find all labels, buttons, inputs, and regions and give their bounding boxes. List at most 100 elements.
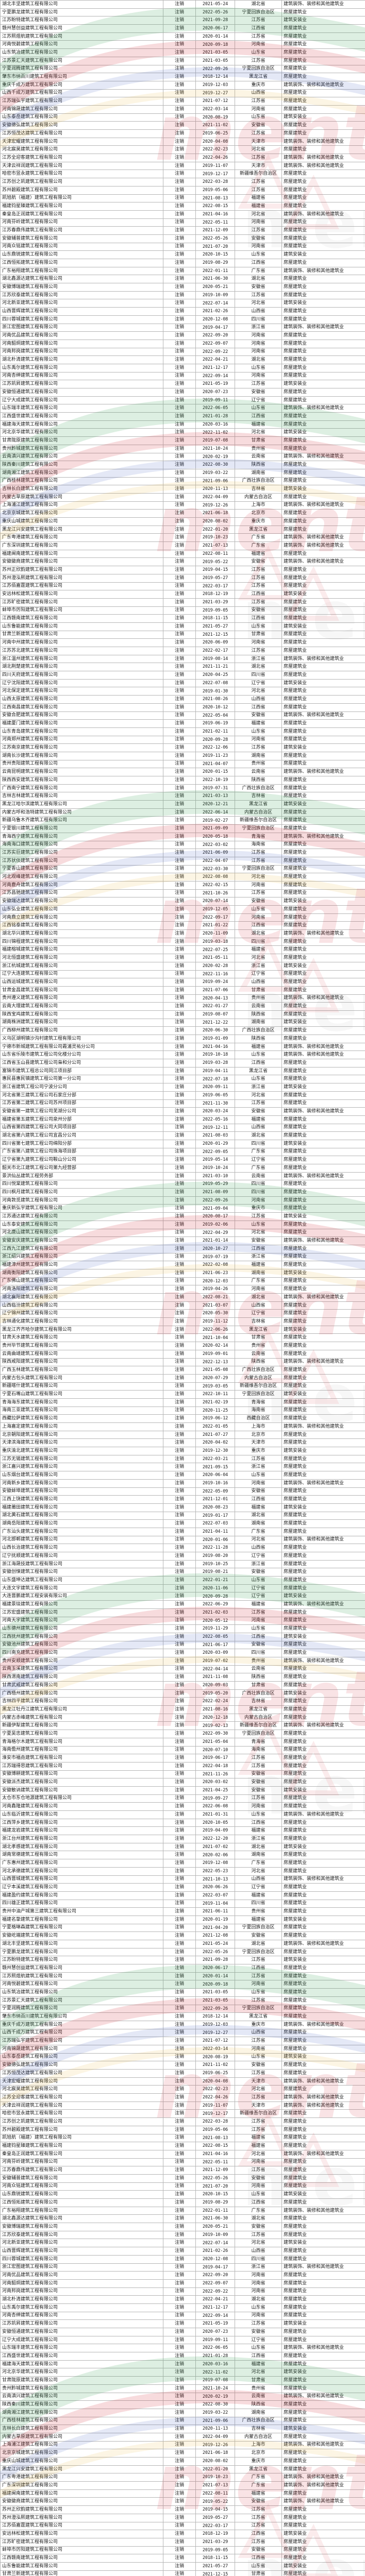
table-row[interactable]: 浙江海晟技建筑工程有限公司 注销 2019-10-25 浙江省 房屋建筑业 [0, 1560, 365, 1569]
table-row[interactable]: 湖南常德建筑工程有限公司 注销 2020-02-06 湖南省 房屋建筑业 [0, 1851, 365, 1860]
table-row[interactable]: 山东鼎锐建筑工程有限公司 注销 2020-10-15 山东省 建筑安装业 [0, 250, 365, 259]
table-row[interactable]: 宁夏格琳森建筑工程有限公司 注销 2021-04-20 宁夏回族自治区 房屋建筑业 [0, 1923, 365, 1933]
table-row[interactable]: 江苏瑞得思建筑工程有限公司 注销 2022-04-18 江苏省 房屋建筑业 [0, 1761, 365, 1771]
table-row[interactable]: 河南众铭建筑工程有限公司 注销 2021-07-20 河南省 房屋建筑业 [0, 2182, 365, 2191]
table-row[interactable]: 安远林松建筑工程有限公司 注销 2018-12-19 江西省 建筑安装业 [0, 2530, 365, 2538]
table-row[interactable]: 河南锦晟建筑工程有限公司 注销 2022-03-14 河南省 房屋建筑业 [0, 2044, 365, 2054]
table-row[interactable]: 江西省玉山县建筑工程公司枭和分公司 注销 2019-03-28 江西省 房屋建筑业 [0, 1059, 365, 1067]
table-row[interactable]: 陕西秦川建筑工程有限公司 注销 2022-08-30 陕西省 房屋建筑业 [0, 2400, 365, 2409]
table-row[interactable]: 浙江嘉兴建筑工程有限公司 注销 2021-09-15 浙江省 房屋建筑业 [0, 1463, 365, 1472]
table-row[interactable]: 新疆乌鲁木齐建筑工程有限公司 注销 2019-02-27 新疆维吾尔自治区 房屋建筑业 [0, 816, 365, 825]
table-row[interactable]: 山东禹尔建筑工程有限公司 注销 2021-12-17 山东省 房屋建筑业 [0, 2303, 365, 2312]
table-row[interactable]: 河南天宇建筑工程有限公司 注销 2020-05-12 河南省 房屋建筑业 [0, 1616, 365, 1625]
table-row[interactable]: 上海浦江建筑工程有限公司 注销 2019-12-26 上海市 建筑装饰、装修和其他建筑业 [0, 501, 365, 510]
table-row[interactable]: 内蒙古草原建筑工程有限公司 注销 2022-04-09 内蒙古自治区 房屋建筑业 [0, 493, 365, 502]
table-row[interactable]: 湖南湘江建筑工程有限公司 注销 2019-03-22 湖南省 房屋建筑业 [0, 468, 365, 478]
table-row[interactable]: 哈密市昱永建筑工程有限公司 注销 2019-12-17 新疆维吾尔自治区 房屋建筑业 [0, 170, 365, 179]
table-row[interactable]: 甘肃陇原建筑工程有限公司 注销 2019-07-08 甘肃省 房屋建筑业 [0, 436, 365, 445]
table-row[interactable]: 秦皇岛正润建筑工程有限公司 注销 2021-04-16 河北省 建筑装饰、装修和其他建筑… [0, 210, 365, 219]
table-row[interactable]: 河南优品建筑工程有限公司 注销 2022-09-20 河南省 房屋建筑业 [0, 2271, 365, 2280]
table-row[interactable]: 四川蓉城建筑工程有限公司 注销 2020-12-08 四川省 房屋建筑业 [0, 2255, 365, 2264]
table-row[interactable]: 安徽蚌埠建筑工程有限公司 注销 2022-05-09 安徽省 房屋建筑业 [0, 1487, 365, 1496]
table-row[interactable]: 苏州澄泓熙建筑工程有限公司 注销 2019-05-27 江苏省 房屋建筑业 [0, 573, 365, 583]
table-row[interactable]: 江苏苏北建筑工程有限公司 注销 2022-02-17 江苏省 房屋建筑业 [0, 647, 365, 655]
table-row[interactable]: 广东汕头建筑工程有限公司 注销 2021-04-11 广东省 房屋建筑业 [0, 1527, 365, 1536]
table-row[interactable]: 江西九江建筑工程有限公司 注销 2020-10-27 江西省 房屋建筑业 [0, 1244, 365, 1253]
table-row[interactable]: 云南昆明建筑工程有限公司 注销 2020-01-15 云南省 建筑装饰、装修和其他建筑业 [0, 768, 365, 776]
table-row[interactable]: 贵州遵义建筑工程有限公司 注销 2020-04-13 贵州省 建筑装饰、装修和其他建筑业 [0, 994, 365, 1003]
table-row[interactable]: 河南悦碧建筑工程有限公司 注销 2020-09-18 河南省 房屋建筑业 [0, 1980, 365, 1989]
table-row[interactable]: 苏州碧殿建筑工程有限公司 注销 2019-05-06 江苏省 房屋建筑业 [0, 185, 365, 195]
table-row[interactable]: 河南杏绅建筑工程有限公司 注销 2022-09-14 河南省 房屋建筑业 [0, 2311, 365, 2320]
table-row[interactable]: 内蒙古草原建筑工程有限公司 注销 2022-04-09 内蒙古自治区 房屋建筑业 [0, 2432, 365, 2442]
table-row[interactable]: 福建厦门建筑工程有限公司 注销 2019-06-19 福建省 房屋建筑业 [0, 719, 365, 728]
table-row[interactable]: 北京朝阳建筑工程有限公司 注销 2021-07-27 北京市 房屋建筑业 [0, 1430, 365, 1439]
table-row[interactable]: 湖北黄石建筑工程有限公司 注销 2019-01-17 湖北省 房屋建筑业 [0, 1511, 365, 1520]
table-row[interactable]: 宁德市新城建筑工程有限公司霞浦灵祐分公司 注销 2021-04-16 福建省 建筑装饰、… [0, 1042, 365, 1052]
table-row[interactable]: 广西南宁建筑工程有限公司 注销 2019-07-31 广西壮族自治区 房屋建筑业 [0, 784, 365, 793]
table-row[interactable]: 江苏省第二建筑工程公司苏州项目部 注销 2021-11-30 江苏省 房屋建筑业 [0, 1099, 365, 1108]
table-row[interactable]: 秦皇岛正润建筑工程有限公司 注销 2021-04-16 河北省 建筑装饰、装修和其他建筑… [0, 2149, 365, 2159]
table-row[interactable]: 山西晋辉建筑工程有限公司 注销 2021-02-26 山西省 房屋建筑业 [0, 307, 365, 316]
table-row[interactable]: 北京京城建筑工程有限公司 注销 2021-06-18 北京市 房屋建筑业 [0, 509, 365, 518]
table-row[interactable]: 安徽辅普建筑工程有限公司 注销 2022-05-26 安徽省 房屋建筑业 [0, 234, 365, 243]
table-row[interactable]: 山东临沂建筑工程有限公司 注销 2021-01-31 山东省 建筑装饰、装修和其他建筑业 [0, 1810, 365, 1819]
table-row[interactable]: 安徽安庆建筑工程有限公司 注销 2021-01-14 安徽省 建筑装饰、装修和其他建筑业 [0, 1236, 365, 1245]
table-row[interactable]: 江苏创之凯建筑工程有限公司 注销 2022-03-28 江苏省 房屋建筑业 [0, 2117, 365, 2126]
table-row[interactable]: 河北唐山建筑工程有限公司 注销 2022-04-29 河北省 房屋建筑业 [0, 1228, 365, 1238]
table-row[interactable]: 吉林通化建筑工程有限公司 注销 2019-11-12 吉林省 房屋建筑业 [0, 1317, 365, 1326]
table-row[interactable]: 哈密市昱永建筑工程有限公司 注销 2019-12-17 新疆维吾尔自治区 房屋建筑业 [0, 2109, 365, 2119]
table-row[interactable]: 甘肃金昌建筑工程有限公司 注销 2021-07-06 甘肃省 房屋建筑业 [0, 986, 365, 995]
table-row[interactable]: 北京京城建筑工程有限公司 注销 2021-06-18 北京市 房屋建筑业 [0, 2449, 365, 2458]
table-row[interactable]: 肇东市纳百川建筑工程有限公司 注销 2018-12-14 黑龙江省 房屋建筑业 [0, 73, 365, 81]
table-row[interactable]: 江苏昌驰建筑工程有限公司 注销 2021-10-26 江苏省 房屋建筑业 [0, 889, 365, 898]
table-row[interactable]: 河北京华建筑工程有限公司 注销 2022-11-02 河北省 建筑安装业 [0, 2368, 365, 2377]
table-row[interactable]: 景洪仙丛建筑工程劳务部 注销 2021-03-10 云南省 建筑装饰、装修和其他建筑业 [0, 1172, 365, 1181]
table-row[interactable]: 赣州慧创益建筑工程有限公司 注销 2020-06-17 江西省 房屋建筑业 [0, 1964, 365, 1973]
table-row[interactable]: 甘肃武威建筑工程有限公司 注销 2020-09-03 甘肃省 房屋建筑业 [0, 1681, 365, 1690]
table-row[interactable]: 江苏通达建筑工程有限公司 注销 2020-08-17 江苏省 建筑安装业 [0, 1212, 365, 1221]
table-row[interactable]: 广东省第八建筑工程公司珠海项目部 注销 2022-09-05 广东省 房屋建筑业 [0, 1147, 365, 1157]
table-row[interactable]: 苏州正欣韵建筑工程有限公司 注销 2019-04-15 江苏省 房屋建筑业 [0, 566, 365, 574]
table-row[interactable]: 宁夏润腾建筑工程有限公司 注销 2022-09-26 宁夏回族自治区 房屋建筑业 [0, 64, 365, 74]
table-row[interactable]: 浙江温州建筑工程有限公司 注销 2019-08-14 浙江省 建筑装饰、装修和其他建筑业 [0, 654, 365, 664]
table-row[interactable]: 广西柳州建筑工程有限公司 注销 2020-06-30 广西壮族自治区 房屋建筑业 [0, 1026, 365, 1035]
table-row[interactable]: 湖北省第六建筑工程公司宜昌分公司 注销 2021-08-03 湖北省 房屋建筑业 [0, 1131, 365, 1140]
table-row[interactable]: 宁夏润腾建筑工程有限公司 注销 2022-09-26 宁夏回族自治区 房屋建筑业 [0, 2004, 365, 2013]
table-row[interactable]: 福建海天建筑工程有限公司 注销 2020-03-16 福建省 房屋建筑业 [0, 2360, 365, 2369]
table-row[interactable]: 江苏恒茂达建筑工程有限公司 注销 2019-06-25 江苏省 房屋建筑业 [0, 129, 365, 138]
table-row[interactable]: 韶关市北江建筑工程公司第九经营部 注销 2019-10-24 广东省 房屋建筑业 [0, 1164, 365, 1173]
table-row[interactable]: 江苏全迎客建筑工程有限公司 注销 2022-04-26 江苏省 建筑装饰、装修和其他建筑… [0, 154, 365, 162]
table-row[interactable]: 河南中州建筑工程有限公司 注销 2020-06-09 河南省 房屋建筑业 [0, 638, 365, 647]
table-row[interactable]: 湖北丰坚建筑工程有限公司 注销 2021-05-24 湖北省 建筑装饰、装修和其他建筑业 [0, 1940, 365, 1948]
table-row[interactable]: 广东粤港建筑工程有限公司 注销 2019-10-23 广东省 建筑装饰、装修和其他建筑业 [0, 533, 365, 543]
table-row[interactable]: 山东泰岳建筑工程有限公司 注销 2020-08-19 山东省 建筑安装业 [0, 2053, 365, 2062]
table-row[interactable]: 福建闽南建筑工程有限公司 注销 2022-08-11 福建省 房屋建筑业 [0, 549, 365, 558]
table-row[interactable]: 河北宸昊建筑工程有限公司 注销 2022-02-23 河北省 房屋建筑业 [0, 2085, 365, 2094]
table-row[interactable]: 四川蓉城建筑工程有限公司 注销 2020-12-08 四川省 房屋建筑业 [0, 315, 365, 324]
table-row[interactable]: 安徽合肥建筑工程有限公司 注销 2022-05-04 安徽省 建筑装饰、装修和其他建筑业 [0, 711, 365, 720]
table-row[interactable]: 云南滇兴建筑工程有限公司 注销 2020-02-19 云南省 建筑装饰、装修和其他建筑业 [0, 2392, 365, 2401]
table-row[interactable]: 江西恒拓建筑工程有限公司 注销 2019-08-29 江西省 房屋建筑业 [0, 259, 365, 267]
table-row[interactable]: 青海格尔木建筑工程有限公司 注销 2021-05-04 青海省 房屋建筑业 [0, 1737, 365, 1747]
table-row[interactable]: 湖北鑫源达建筑工程有限公司 注销 2021-06-30 湖北省 房屋建筑业 [0, 275, 365, 284]
table-row[interactable]: 四川锦程建筑工程有限公司 注销 2019-03-18 四川省 房屋建筑业 [0, 937, 365, 946]
table-row[interactable]: 黑龙江兴安建筑工程有限公司 注销 2022-01-20 黑龙江省 房屋建筑业 [0, 525, 365, 534]
table-row[interactable]: 凯旭航（福建）建筑工程有限公司 注销 2021-08-13 福建省 房屋建筑业 [0, 2133, 365, 2143]
table-row[interactable]: 吉林四平建筑工程有限公司 注销 2022-02-24 吉林省 房屋建筑业 [0, 1697, 365, 1706]
table-row[interactable]: 山东禹尔建筑工程有限公司 注销 2021-12-17 山东省 房屋建筑业 [0, 363, 365, 372]
table-row[interactable]: 江西铭泰建筑工程有限公司 注销 2021-01-22 江西省 房屋建筑业 [0, 921, 365, 930]
table-row[interactable]: 海南海口建筑工程有限公司 注销 2022-03-02 海南省 房屋建筑业 [0, 840, 365, 850]
table-row[interactable]: 河北宸昊建筑工程有限公司 注销 2022-02-23 河北省 房屋建筑业 [0, 145, 365, 155]
table-row[interactable]: 辽宁沈阳建筑工程有限公司 注销 2022-07-08 辽宁省 建筑安装业 [0, 679, 365, 688]
table-row[interactable]: 河南洛阳建筑工程有限公司 注销 2019-04-26 河南省 房屋建筑业 [0, 1285, 365, 1294]
table-row[interactable]: 辽宁大连建筑工程有限公司 注销 2022-11-16 辽宁省 房屋建筑业 [0, 970, 365, 979]
table-row[interactable]: 吉林长白建筑工程有限公司 注销 2020-11-13 吉林省 建筑安装业 [0, 485, 365, 494]
table-row[interactable]: 太仓市东仓地源建筑工程有限公司 注销 2019-09-27 江苏省 房屋建筑业 [0, 1794, 365, 1803]
table-row[interactable]: 河南优品建筑工程有限公司 注销 2022-09-20 河南省 房屋建筑业 [0, 331, 365, 340]
table-row[interactable]: 苏州澄泓熙建筑工程有限公司 注销 2019-05-27 江苏省 房屋建筑业 [0, 2513, 365, 2522]
table-row[interactable]: 山东筑冶建筑工程有限公司 注销 2021-03-05 山东省 房屋建筑业 [0, 1988, 365, 1997]
table-row[interactable]: 淮安市福垚建筑工程有限公司 注销 2019-06-17 江苏省 房屋建筑业 [0, 1754, 365, 1762]
table-row[interactable]: 江苏盼特建筑工程有限公司 注销 2021-09-28 江苏省 建筑安装业 [0, 1956, 365, 1965]
table-row[interactable]: 重庆千成万建筑工程有限公司 注销 2019-12-03 重庆市 建筑装饰、装修和其他建筑… [0, 2020, 365, 2029]
